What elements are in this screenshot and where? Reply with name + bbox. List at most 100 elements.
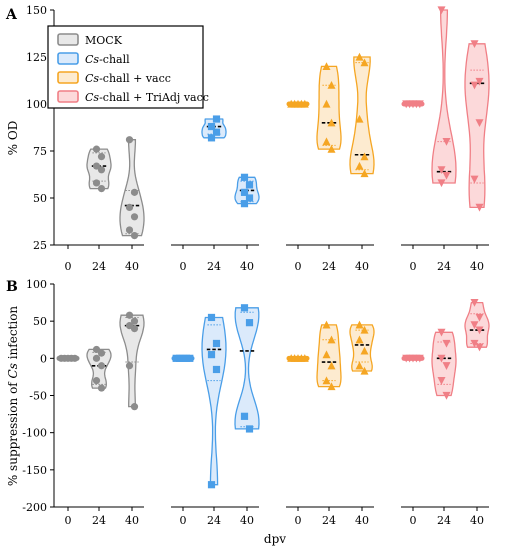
panel-a-data-point — [125, 136, 134, 144]
legend-label: Cs-chall + TriAdj vacc — [85, 91, 209, 104]
panel-b-data-point — [322, 376, 331, 385]
legend-label-suffix: -chall + TriAdj vacc — [99, 91, 209, 104]
panel-b-x-tick-label: 24 — [437, 514, 451, 527]
panel-b-x-tick-label: 40 — [125, 514, 139, 527]
panel-b-data-point — [437, 354, 446, 363]
panel-b-data-point — [97, 384, 106, 392]
legend-swatch — [57, 52, 79, 65]
panel-a-data-point — [92, 179, 101, 187]
panel-a-x-tick-label: 0 — [410, 260, 417, 273]
panel-a-violin — [464, 43, 490, 209]
panel-a-violin — [119, 139, 145, 237]
panel-b-x-tick-label: 40 — [470, 514, 484, 527]
panel-b-data-point — [470, 339, 479, 348]
panel-b-data-point — [212, 339, 221, 348]
panel-b-data-point — [130, 403, 139, 411]
panel-b-data-point — [240, 304, 249, 312]
panel-a-data-point — [240, 173, 249, 181]
panel-b-x-tick-label: 24 — [207, 514, 221, 527]
panel-a-data-point — [355, 114, 364, 123]
legend-label-plain: MOCK — [85, 34, 123, 47]
panel-a-violin — [349, 56, 375, 175]
panel-b-data-point — [125, 362, 134, 370]
panel-a-x-tick-label: 0 — [65, 260, 72, 273]
panel-a-x-tick-label: 40 — [125, 260, 139, 273]
panel-b-data-point — [442, 362, 451, 370]
panel-b-y-tick-label: 0 — [40, 352, 47, 365]
panel-a-data-point — [475, 119, 484, 127]
panel-b-x-tick-label: 0 — [180, 514, 187, 527]
panel-b-y-tick-label: 50 — [33, 315, 47, 328]
panel-a-data-point — [245, 194, 254, 202]
panel-a-data-point — [355, 52, 364, 61]
panel-b-data-point — [92, 345, 101, 354]
panel-a-data-point — [355, 161, 364, 170]
panel-b-data-point — [186, 354, 194, 362]
panel-b-data-point — [322, 320, 331, 329]
panel-b-data-point — [207, 351, 216, 359]
panel-b-data-point — [442, 339, 451, 348]
panel-a-data-point — [97, 153, 106, 161]
panel-a-data-point — [212, 115, 221, 123]
y-axis-label-b-italic: Cs — [6, 363, 20, 378]
panel-b-violin — [234, 307, 260, 430]
legend-label-italic: Cs — [85, 91, 99, 104]
panel-a-data-point — [97, 185, 106, 193]
panel-a-y-tick-label: 50 — [33, 192, 47, 205]
panel-a-data-point — [130, 188, 139, 196]
legend-swatch — [57, 33, 79, 46]
panel-a-y-tick-label: 25 — [33, 239, 47, 252]
panel-b-violin — [201, 316, 227, 486]
panel-a-data-point — [360, 58, 369, 67]
panel-a-data-point — [240, 188, 249, 196]
panel-b-data-point — [240, 412, 249, 420]
panel-a-x-tick-label: 0 — [295, 260, 302, 273]
panel-a-data-point — [240, 200, 249, 208]
panel-b-x-tick-label: 40 — [240, 514, 254, 527]
panel-b-data-point — [130, 325, 139, 333]
panel-b-data-point — [327, 335, 336, 344]
panel-a-data-point — [207, 134, 216, 142]
panel-b-data-point — [245, 319, 254, 327]
panel-b-data-point — [71, 354, 79, 362]
panel-a-data-point — [437, 6, 446, 15]
panel-a-x-tick-label: 24 — [207, 260, 221, 273]
legend-label: MOCK — [85, 34, 123, 47]
legend-label-suffix: -chall + vacc — [99, 72, 171, 85]
panel-a-x-tick-label: 40 — [240, 260, 254, 273]
panel-b-x-tick-label: 24 — [92, 514, 106, 527]
panel-a-data-point — [125, 226, 134, 234]
panel-a-y-tick-label: 125 — [26, 51, 47, 64]
panel-a-label: A — [5, 7, 18, 23]
panel-a-x-tick-label: 40 — [470, 260, 484, 273]
panel-a-data-point — [130, 232, 139, 240]
panel-b-data-point — [360, 325, 369, 334]
legend-label-italic: Cs — [85, 72, 99, 85]
legend-label: Cs-chall — [85, 53, 130, 66]
panel-b-data-point — [360, 366, 369, 375]
panel-b-y-tick-label: -50 — [29, 390, 47, 403]
panel-a-data-point — [212, 128, 221, 136]
y-axis-label-b: % suppression of Cs infection — [6, 306, 20, 487]
panel-a-data-point — [360, 169, 369, 178]
panel-b-data-point — [475, 343, 484, 352]
y-axis-label-b-prefix: % suppression of — [6, 378, 20, 486]
panel-b-data-point — [355, 361, 364, 370]
panel-b-y-tick-label: -200 — [22, 501, 47, 514]
legend-label-italic: Cs — [85, 53, 99, 66]
panel-a-data-point — [97, 166, 106, 174]
panel-a-y-tick-label: 100 — [26, 98, 47, 111]
panel-a-violin — [316, 65, 342, 150]
panel-a-data-point — [92, 162, 101, 170]
panel-a-data-point — [360, 152, 369, 161]
panel-b-data-point — [130, 317, 139, 325]
legend-label-suffix: -chall — [99, 53, 130, 66]
panel-a-data-point — [475, 203, 484, 212]
panel-a-data-point — [415, 100, 424, 109]
panel-b-x-tick-label: 0 — [295, 514, 302, 527]
panel-a-x-tick-label: 40 — [355, 260, 369, 273]
panel-b-x-tick-label: 0 — [410, 514, 417, 527]
panel-b-violin — [119, 314, 145, 408]
